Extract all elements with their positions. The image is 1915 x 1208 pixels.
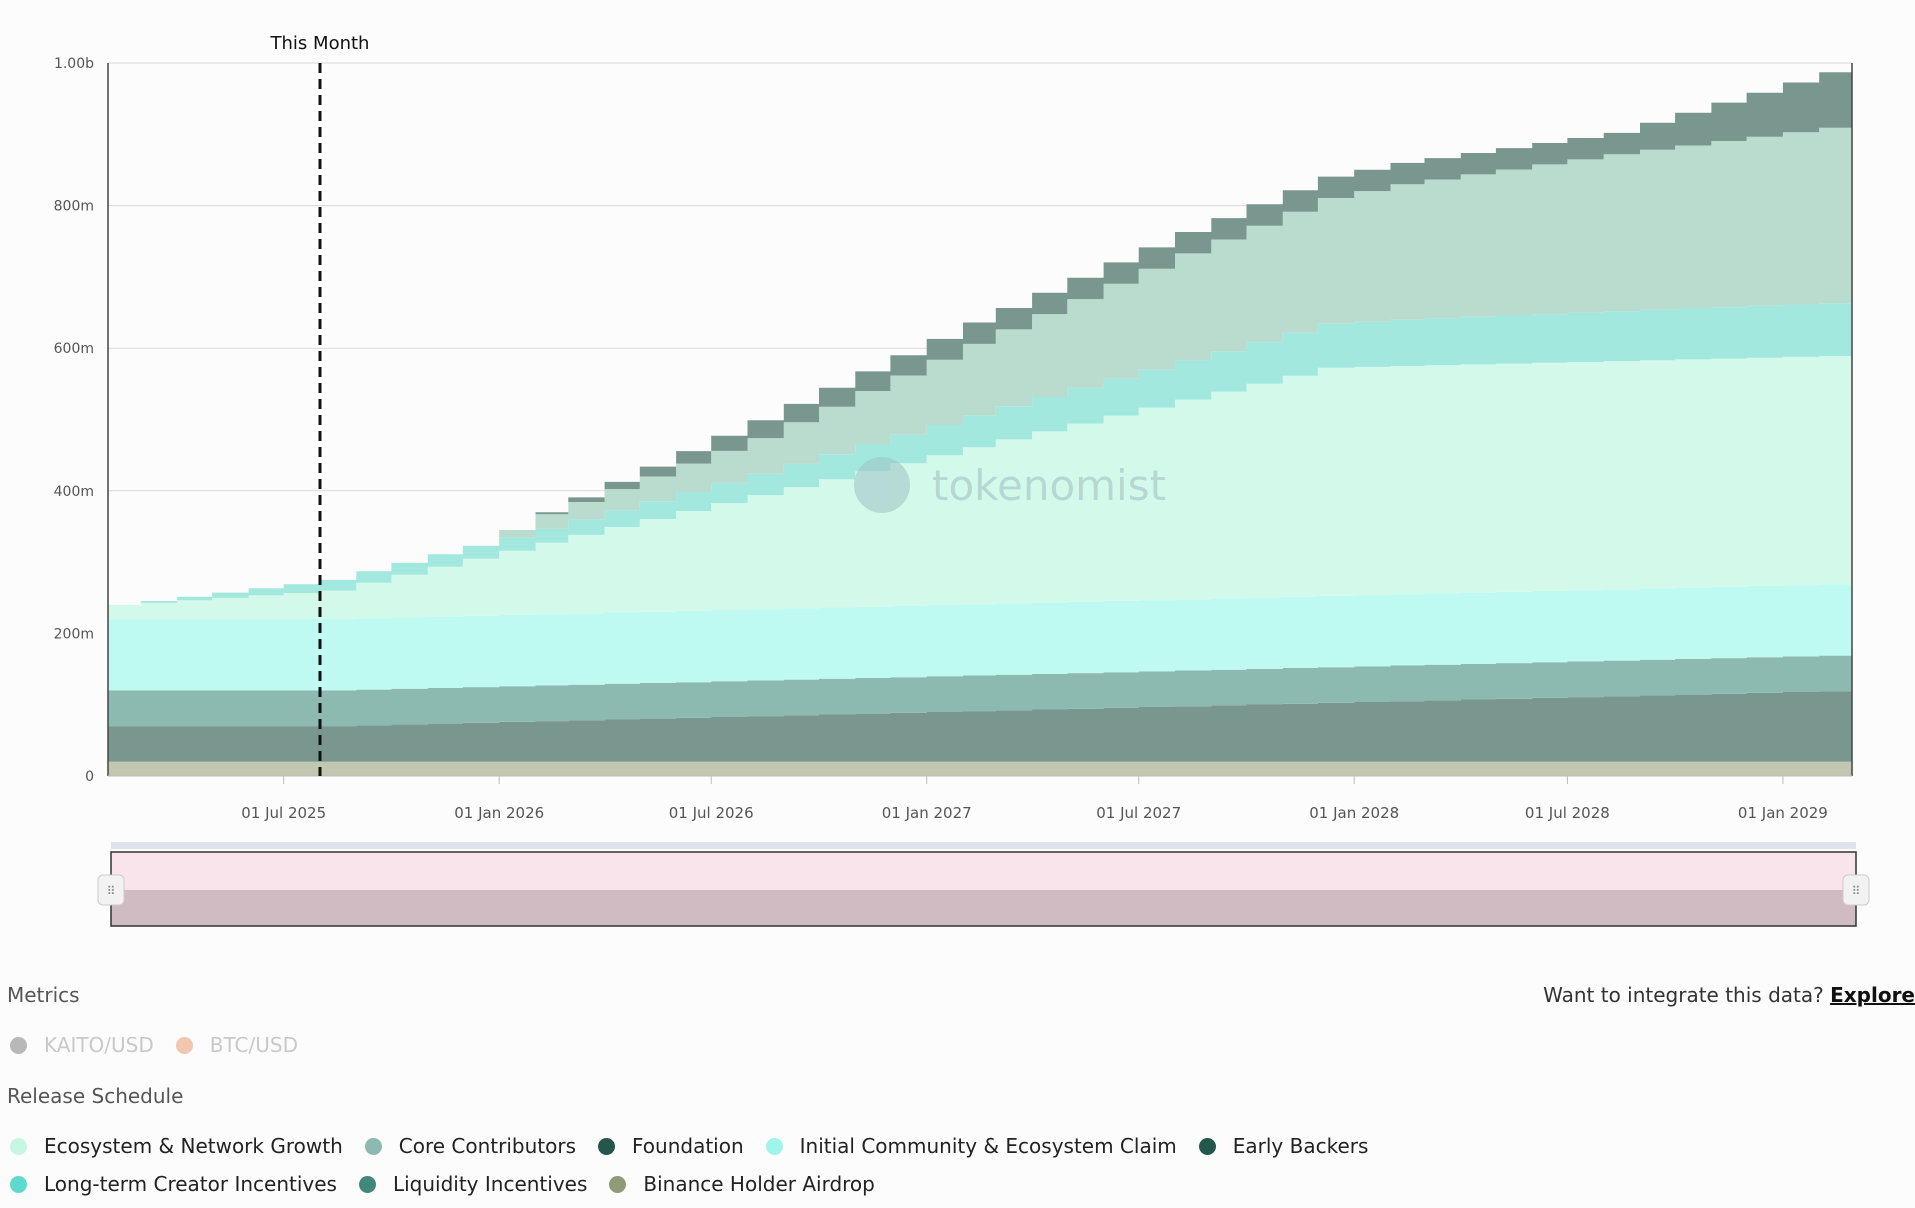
metric-dot-icon bbox=[175, 1036, 193, 1054]
series-area bbox=[108, 301, 1852, 605]
x-tick-label: 01 Jul 2025 bbox=[241, 804, 326, 822]
series-area bbox=[108, 583, 1852, 691]
legend-label: Liquidity Incentives bbox=[392, 1172, 588, 1196]
legend-label: Core Contributors bbox=[398, 1134, 576, 1158]
legend-label: Long-term Creator Incentives bbox=[44, 1172, 337, 1196]
series-area bbox=[108, 654, 1852, 727]
legend-long-term-creator-incentives[interactable]: Long-term Creator Incentives bbox=[10, 1172, 337, 1196]
y-tick-label: 1.00b bbox=[54, 56, 94, 72]
y-tick-label: 0 bbox=[85, 769, 94, 785]
legend-row-2: Long-term Creator Incentives Liquidity I… bbox=[10, 1172, 875, 1196]
legend-label: Ecosystem & Network Growth bbox=[44, 1134, 343, 1158]
legend-row-1: Ecosystem & Network Growth Core Contribu… bbox=[10, 1134, 1368, 1158]
legend-dot-icon bbox=[598, 1137, 615, 1155]
y-tick-label: 800m bbox=[54, 199, 94, 215]
navigator-left-handle-grip: ⠿ bbox=[107, 884, 116, 898]
metric-label: KAITO/USD bbox=[44, 1033, 154, 1057]
x-tick-label: 01 Jan 2028 bbox=[1309, 804, 1399, 822]
legend-label: Initial Community & Ecosystem Claim bbox=[799, 1134, 1177, 1158]
series-area bbox=[108, 63, 1852, 605]
x-tick-label: 01 Jul 2027 bbox=[1096, 804, 1181, 822]
legend-ecosystem-network-growth[interactable]: Ecosystem & Network Growth bbox=[10, 1134, 343, 1158]
navigator-range-bottom bbox=[111, 890, 1856, 926]
integrate-text: Want to integrate this data? bbox=[1543, 983, 1824, 1007]
legend-foundation[interactable]: Foundation bbox=[598, 1134, 744, 1158]
legend-label: Binance Holder Airdrop bbox=[643, 1172, 875, 1196]
legend-dot-icon bbox=[1198, 1137, 1216, 1155]
y-tick-label: 400m bbox=[54, 484, 94, 500]
metric-kaito-usd[interactable]: KAITO/USD bbox=[10, 1033, 154, 1057]
metrics-list: KAITO/USD BTC/USD bbox=[10, 1033, 298, 1057]
release-schedule-title: Release Schedule bbox=[7, 1084, 184, 1108]
integrate-prompt: Want to integrate this data? Explore bbox=[1543, 983, 1915, 1007]
legend-label: Early Backers bbox=[1232, 1134, 1369, 1158]
legend-liquidity-incentives[interactable]: Liquidity Incentives bbox=[358, 1172, 588, 1196]
navigator-range-top bbox=[111, 852, 1856, 890]
navigator-right-handle-grip: ⠿ bbox=[1852, 884, 1861, 898]
legend-dot-icon bbox=[358, 1175, 376, 1193]
series-area bbox=[108, 123, 1852, 605]
series-area bbox=[108, 761, 1852, 776]
release-schedule-chart: 0 200m 400m 600m 800m 1.00b 01 Jul 2025 01 Jan … bbox=[54, 33, 1870, 927]
legend-initial-community-ecosystem-claim[interactable]: Initial Community & Ecosystem Claim bbox=[765, 1134, 1177, 1158]
tokenomist-watermark: tokenomist bbox=[854, 457, 1166, 513]
legend-binance-holder-airdrop[interactable]: Binance Holder Airdrop bbox=[609, 1172, 875, 1196]
watermark-logo-icon bbox=[854, 457, 910, 513]
x-tick-label: 01 Jul 2026 bbox=[669, 804, 754, 822]
legend-early-backers[interactable]: Early Backers bbox=[1198, 1134, 1369, 1158]
x-tick-label: 01 Jan 2027 bbox=[882, 804, 972, 822]
legend-label: Foundation bbox=[632, 1134, 744, 1158]
series-area bbox=[108, 355, 1852, 620]
y-tick-label: 200m bbox=[54, 626, 94, 642]
x-tick-label: 01 Jan 2026 bbox=[454, 804, 544, 822]
y-tick-label: 600m bbox=[54, 341, 94, 357]
navigator-scrollbar[interactable] bbox=[111, 842, 1856, 849]
explore-link[interactable]: Explore bbox=[1830, 983, 1915, 1007]
series-area bbox=[108, 690, 1852, 762]
legend-dot-icon bbox=[364, 1137, 382, 1155]
navigator-left-handle[interactable] bbox=[97, 874, 125, 906]
legend-dot-icon bbox=[10, 1137, 27, 1155]
x-tick-label: 01 Jan 2029 bbox=[1738, 804, 1828, 822]
this-month-marker: This Month bbox=[270, 33, 370, 776]
metrics-title: Metrics bbox=[7, 983, 80, 1007]
metric-btc-usd[interactable]: BTC/USD bbox=[175, 1033, 298, 1057]
watermark-text: tokenomist bbox=[932, 461, 1166, 510]
legend-dot-icon bbox=[765, 1137, 783, 1155]
metric-dot-icon bbox=[10, 1036, 27, 1054]
navigator-right-handle[interactable] bbox=[1842, 874, 1870, 906]
range-navigator[interactable]: ⠿ ⠿ bbox=[97, 842, 1870, 927]
legend-core-contributors[interactable]: Core Contributors bbox=[364, 1134, 576, 1158]
legend-dot-icon bbox=[609, 1175, 627, 1193]
x-tick-label: 01 Jul 2028 bbox=[1525, 804, 1610, 822]
axes: 0 200m 400m 600m 800m 1.00b 01 Jul 2025 01 Jan … bbox=[54, 56, 1853, 822]
legend-dot-icon bbox=[10, 1175, 27, 1193]
this-month-label: This Month bbox=[270, 33, 370, 54]
metric-label: BTC/USD bbox=[209, 1033, 298, 1057]
stacked-areas bbox=[108, 63, 1852, 776]
